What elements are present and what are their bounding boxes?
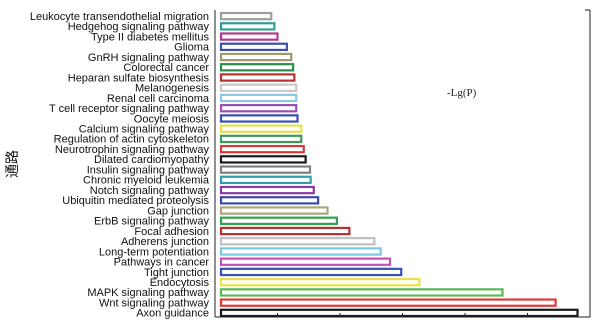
bar [219, 247, 382, 256]
category-label: GnRH signaling pathway [88, 52, 210, 64]
bar [219, 22, 276, 31]
bar [219, 124, 303, 133]
category-label: Colorectal cancer [123, 62, 209, 74]
bar [219, 288, 504, 297]
bar [219, 32, 279, 41]
axes [214, 9, 591, 318]
category-label: Chronic myeloid leukemia [83, 175, 210, 187]
category-label: Melanogenesis [135, 83, 209, 95]
bar [219, 93, 298, 103]
bar [219, 134, 303, 144]
category-label: Gap junction [147, 205, 209, 217]
bars [219, 11, 579, 318]
bar [219, 267, 403, 277]
category-labels: Leukocyte transendothelial migrationHedg… [30, 11, 210, 320]
category-label: Axon guidance [136, 308, 209, 320]
category-label: Renal cell carcinoma [107, 93, 210, 105]
category-label: Wnt signaling pathway [99, 297, 210, 309]
category-label: Type II diabetes mellitus [91, 31, 210, 43]
category-label: Heparan sulfate biosynthesis [68, 72, 210, 84]
bar [219, 114, 299, 123]
category-label: Insulin signaling pathway [87, 164, 210, 176]
bar [219, 144, 305, 154]
category-label: Focal adhesion [134, 226, 209, 238]
category-label: Tight junction [144, 267, 209, 279]
bar [219, 185, 315, 195]
bar [219, 165, 312, 174]
bar [219, 42, 288, 52]
bar [219, 155, 307, 164]
category-label: Leukocyte transendothelial migration [30, 11, 209, 23]
category-label: Oocyte meiosis [134, 113, 210, 125]
bar [219, 206, 329, 215]
bar [219, 73, 296, 82]
bar [219, 216, 338, 225]
category-label: Notch signaling pathway [90, 185, 210, 197]
bar [219, 308, 579, 318]
category-label: Neurotrophin signaling pathway [55, 144, 210, 156]
bar [219, 175, 312, 185]
bar [219, 196, 320, 205]
bar [219, 226, 351, 236]
category-label: Hedgehog signaling pathway [68, 21, 210, 33]
bar [219, 83, 298, 92]
bar [219, 104, 298, 113]
bar [219, 11, 273, 21]
category-label: ErbB signaling pathway [94, 216, 209, 228]
category-label: Glioma [174, 42, 210, 54]
category-label: Long-term potentiation [99, 246, 209, 258]
category-label: Endocytosis [150, 277, 210, 289]
category-label: Ubiquitin mediated proteolysis [62, 195, 209, 207]
bar [219, 52, 293, 62]
bar [219, 237, 376, 246]
category-label: T cell receptor signaling pathway [49, 103, 209, 115]
category-label: Adherens junction [121, 236, 209, 248]
bar [219, 257, 392, 266]
bar [219, 277, 421, 287]
category-label: MAPK signaling pathway [87, 287, 209, 299]
bar [219, 63, 295, 72]
category-label: Dilated cardiomyopathy [94, 154, 209, 166]
category-label: Pathways in cancer [114, 257, 210, 269]
legend-text: -Lg(P) [447, 87, 477, 99]
category-label: Regulation of actin cytoskeleton [54, 134, 209, 146]
bar [219, 298, 557, 307]
y-axis-title: 通路 [4, 150, 20, 178]
category-label: Calcium signaling pathway [79, 123, 210, 135]
